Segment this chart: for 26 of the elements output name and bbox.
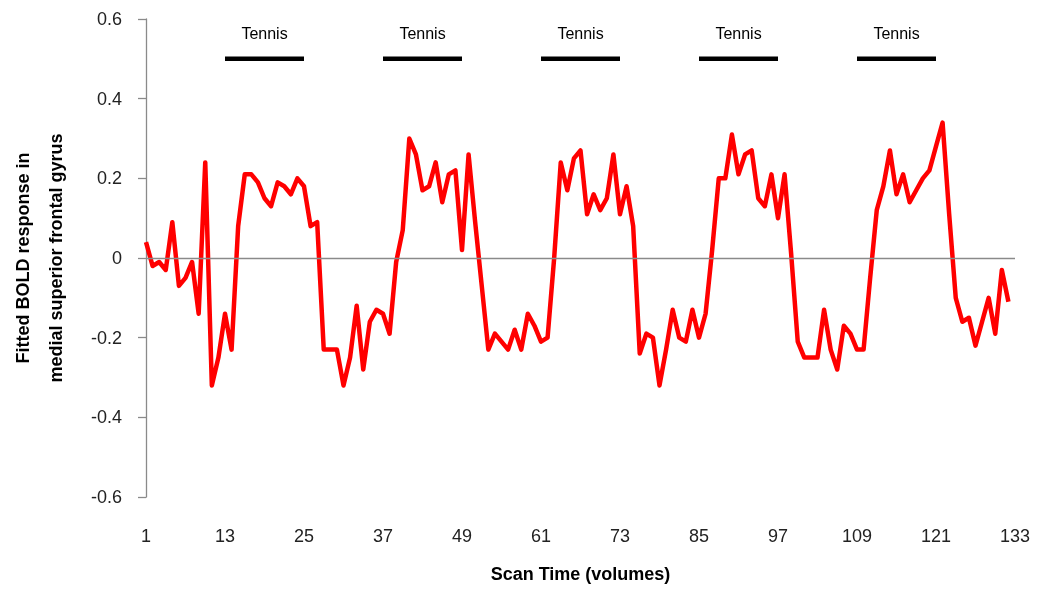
y-axis-title: Fitted BOLD response in medial superior frontal gyrus: [12, 133, 66, 383]
y-tick-label: -0.2: [90, 327, 122, 348]
series-label: Tennis: [873, 25, 920, 43]
x-tick-label: 85: [688, 526, 710, 546]
x-tick-label: 37: [372, 526, 394, 546]
x-tick-label: 1: [140, 526, 152, 546]
y-tick-label: 0.4: [96, 88, 122, 109]
x-tick-label: 133: [999, 526, 1031, 546]
y-tick-label: 0.6: [96, 9, 122, 29]
x-tick-label: 13: [214, 526, 236, 546]
y-tick-label: 0: [111, 248, 122, 268]
x-tick-label: 97: [767, 526, 789, 546]
x-axis-title: Scan Time (volumes): [490, 564, 671, 584]
x-tick-label: 73: [609, 526, 631, 546]
x-tick-label: 25: [293, 526, 315, 546]
series-label: Tennis: [715, 25, 762, 43]
x-tick-label: 109: [841, 526, 873, 546]
y-tick-label: 0.2: [96, 168, 122, 189]
x-tick-label: 121: [920, 526, 952, 546]
y-tick-label: -0.6: [90, 487, 122, 507]
series-label: Tennis: [241, 25, 288, 43]
x-tick-label: 49: [451, 526, 473, 546]
x-tick-label: 61: [530, 526, 552, 546]
series-label: Tennis: [557, 25, 604, 43]
series-label: Tennis: [399, 25, 446, 43]
y-tick-label: -0.4: [90, 407, 122, 428]
